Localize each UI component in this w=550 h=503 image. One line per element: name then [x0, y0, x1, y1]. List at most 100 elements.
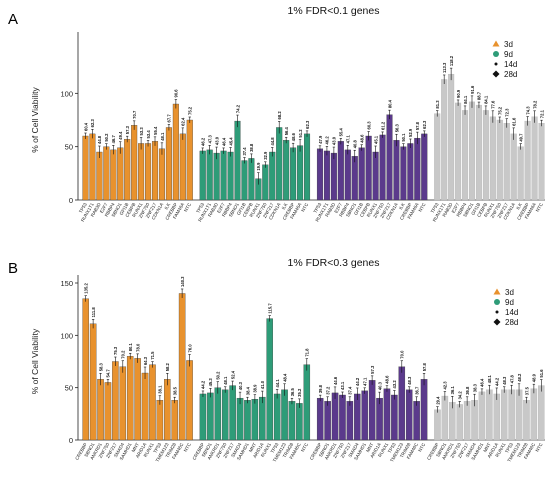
- legend-marker-diamond: [493, 318, 501, 326]
- data-label: 68.2: [277, 111, 282, 120]
- panel-label: A: [8, 11, 18, 28]
- data-label: 72.1: [539, 109, 544, 118]
- series-group-28d: 29.4CREBBP42.3SBNO136.1ANKRD134.2ZNF7503…: [426, 369, 545, 463]
- bar-3d-TP53: [156, 400, 164, 441]
- data-label: 37.5: [524, 386, 529, 395]
- chart-title: 1% FDR<0.3 genes: [288, 257, 380, 269]
- data-label: 36.1: [450, 385, 455, 394]
- bar-28d-RUNX1: [489, 116, 496, 201]
- data-label: 71.8: [305, 348, 310, 357]
- series-group-14d: 47.9TP5346.2RUNX1T143.9RAB3D55.4E2F747.1…: [313, 99, 428, 223]
- data-label: 47.9: [318, 135, 323, 144]
- bar-3d-NTC: [186, 360, 193, 441]
- data-label: 80.4: [387, 99, 392, 108]
- data-label: 64.3: [143, 356, 148, 365]
- data-label: 51.2: [298, 129, 303, 138]
- data-label: 38.1: [158, 385, 163, 394]
- data-label: 84.1: [463, 95, 468, 104]
- bar-28d-CEBPB: [482, 110, 489, 201]
- data-label: 47.1: [363, 377, 368, 386]
- bar-3d-TP53: [82, 135, 89, 201]
- data-label: 78.2: [532, 100, 537, 109]
- data-label: 48.2: [517, 373, 522, 382]
- data-label: 118.2: [449, 55, 454, 66]
- bar-3d-ANKRD1: [97, 379, 104, 441]
- data-label: 58.3: [98, 362, 103, 371]
- bar-9d-ZNF750: [221, 389, 229, 441]
- data-label: 41.0: [260, 380, 265, 389]
- bar-9d-SMAD4: [236, 397, 244, 441]
- data-label: 76.0: [187, 344, 192, 353]
- data-label: 48.6: [359, 134, 364, 143]
- panel-label: B: [8, 260, 18, 277]
- bar-9d-SAMHD1: [244, 400, 251, 441]
- legend-marker-diamond: [492, 70, 500, 78]
- data-label: 44.6: [333, 376, 338, 385]
- bar-9d-GFI1B: [241, 160, 248, 201]
- data-label: 61.6: [512, 117, 517, 126]
- bar-28d-CREBBP: [524, 120, 531, 201]
- bar-14d-FAM46A: [414, 137, 421, 201]
- data-label: 44.2: [355, 377, 360, 386]
- data-label: 48.3: [407, 376, 412, 385]
- legend-label: 28d: [505, 318, 518, 327]
- data-label: 75.2: [188, 106, 193, 115]
- bar-14d-ZNF217: [346, 401, 354, 441]
- x-tick-label: E2F7: [451, 202, 461, 214]
- data-label: 44.2: [495, 377, 500, 386]
- bar-3d-TRIM28: [171, 400, 178, 441]
- bar-14d-ILK: [400, 146, 407, 201]
- data-label: 40.8: [353, 139, 358, 148]
- data-label: 47.3: [207, 135, 212, 144]
- data-label: 42.3: [443, 381, 448, 390]
- data-label: 39.8: [318, 384, 323, 393]
- data-label: 72.3: [505, 108, 510, 117]
- legend-label: 14d: [505, 308, 518, 317]
- data-label: 49.7: [518, 133, 523, 142]
- bar-28d-FAM46A: [531, 116, 538, 201]
- data-label: 50.1: [401, 133, 406, 142]
- chart-title: 1% FDR<0.1 genes: [288, 5, 380, 17]
- data-label: 37.4: [242, 147, 247, 156]
- bar-9d-NTC: [303, 364, 311, 441]
- bar-28d-SAMHD1: [478, 391, 486, 441]
- x-tick-label: TP53: [387, 442, 397, 454]
- data-label: 44.1: [275, 379, 280, 388]
- bar-14d-RUNX1T1: [323, 150, 330, 201]
- data-label: 43.1: [340, 381, 345, 390]
- x-tick-label: E2F7: [99, 202, 109, 214]
- bar-28d-ILK: [517, 146, 524, 201]
- bar-14d-ZNF217: [386, 114, 393, 201]
- bar-14d-NTC: [421, 133, 428, 201]
- x-tick-label: TP53: [430, 202, 440, 214]
- bar-14d-TRIM28: [405, 389, 413, 441]
- x-tick-label: GFI1B: [353, 202, 364, 216]
- bar-3d-CDKN1A: [158, 148, 165, 201]
- bar-28d-CDKN1A: [510, 133, 517, 201]
- bar-3d-ZNF750: [145, 143, 152, 201]
- bar-3d-CEBPB: [131, 125, 138, 201]
- bar-28d-RUNX1: [500, 389, 508, 441]
- bar-3d-ARID1A: [141, 372, 149, 441]
- data-label: 62.3: [305, 120, 310, 129]
- bar-28d-FAM46C: [530, 388, 538, 441]
- data-label: 48.3: [502, 376, 507, 385]
- data-label: 45.1: [373, 135, 378, 144]
- series-group-14d: 39.8CREBBP37.2SBNO144.6ANKRD143.1ZNF7503…: [309, 350, 428, 463]
- bar-3d-CREBBP: [82, 298, 89, 441]
- data-label: 34.2: [458, 391, 463, 400]
- bar-28d-RBBP4: [462, 110, 469, 201]
- x-tick-label: NTC: [535, 201, 544, 212]
- data-label: 43.2: [392, 380, 397, 389]
- data-label: 38.3: [472, 383, 477, 392]
- data-label: 57.3: [125, 125, 130, 134]
- x-tick-label: NTC: [183, 441, 192, 452]
- bar-9d-ILK: [283, 140, 290, 201]
- bar-9d-RUNX1: [266, 318, 273, 441]
- x-tick-label: MNT: [248, 442, 257, 453]
- bar-28d-RAB3D: [448, 73, 455, 201]
- bar-14d-E2F7: [337, 141, 344, 201]
- bar-9d-FAM46A: [297, 145, 304, 201]
- x-tick-label: TP53: [313, 202, 323, 214]
